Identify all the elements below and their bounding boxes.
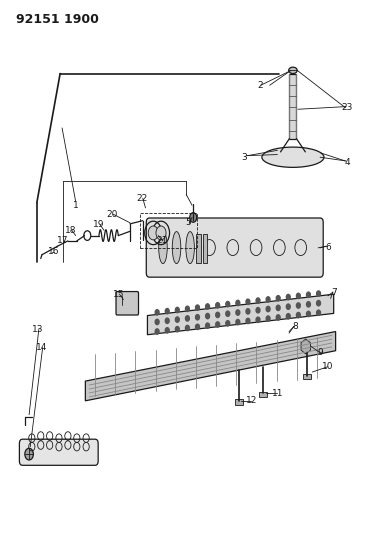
Circle shape bbox=[246, 318, 250, 324]
Text: 10: 10 bbox=[322, 362, 334, 371]
Circle shape bbox=[286, 294, 290, 300]
Circle shape bbox=[155, 329, 159, 334]
Text: 16: 16 bbox=[48, 247, 59, 256]
Circle shape bbox=[185, 316, 189, 321]
Circle shape bbox=[216, 322, 220, 327]
Circle shape bbox=[236, 300, 240, 305]
Text: 7: 7 bbox=[331, 288, 336, 296]
Circle shape bbox=[175, 317, 179, 322]
Text: 17: 17 bbox=[57, 237, 69, 245]
Circle shape bbox=[226, 302, 230, 307]
Circle shape bbox=[307, 311, 310, 317]
Polygon shape bbox=[85, 332, 336, 401]
Text: 19: 19 bbox=[93, 221, 105, 229]
Bar bbox=[235, 399, 242, 405]
Circle shape bbox=[185, 306, 189, 311]
Circle shape bbox=[196, 324, 199, 329]
Text: 14: 14 bbox=[36, 343, 48, 352]
Ellipse shape bbox=[159, 231, 167, 264]
Circle shape bbox=[196, 314, 199, 320]
Text: 92151 1900: 92151 1900 bbox=[16, 13, 99, 26]
Text: 12: 12 bbox=[246, 397, 257, 405]
Circle shape bbox=[246, 309, 250, 314]
Circle shape bbox=[256, 308, 260, 313]
Circle shape bbox=[165, 309, 169, 314]
Circle shape bbox=[256, 317, 260, 322]
Text: 18: 18 bbox=[65, 226, 76, 235]
Ellipse shape bbox=[289, 67, 297, 74]
Text: 20: 20 bbox=[106, 210, 118, 219]
Circle shape bbox=[165, 328, 169, 333]
Circle shape bbox=[190, 213, 197, 222]
Ellipse shape bbox=[172, 231, 181, 264]
Circle shape bbox=[206, 304, 210, 309]
Polygon shape bbox=[147, 294, 334, 335]
Text: 8: 8 bbox=[292, 322, 298, 330]
Circle shape bbox=[155, 319, 159, 325]
FancyBboxPatch shape bbox=[146, 218, 323, 277]
Text: 3: 3 bbox=[242, 153, 247, 161]
Circle shape bbox=[155, 310, 159, 315]
Bar bbox=[203, 234, 207, 263]
Text: 11: 11 bbox=[272, 389, 283, 398]
Text: 21: 21 bbox=[156, 237, 168, 245]
Circle shape bbox=[296, 303, 300, 308]
Circle shape bbox=[276, 315, 280, 320]
Bar bbox=[196, 234, 201, 263]
Circle shape bbox=[148, 226, 158, 240]
Circle shape bbox=[156, 226, 166, 240]
Circle shape bbox=[236, 319, 240, 325]
Circle shape bbox=[216, 303, 220, 308]
Circle shape bbox=[276, 305, 280, 311]
Text: 6: 6 bbox=[325, 244, 331, 252]
Bar bbox=[259, 392, 267, 397]
Circle shape bbox=[307, 302, 310, 307]
Circle shape bbox=[317, 301, 320, 306]
Circle shape bbox=[286, 304, 290, 309]
Text: 15: 15 bbox=[113, 290, 124, 298]
Text: 2: 2 bbox=[257, 81, 263, 90]
Bar bbox=[303, 374, 311, 379]
Text: 5: 5 bbox=[185, 219, 191, 227]
Circle shape bbox=[256, 298, 260, 303]
Circle shape bbox=[216, 312, 220, 318]
Text: 23: 23 bbox=[341, 103, 353, 112]
Circle shape bbox=[175, 327, 179, 332]
Text: 13: 13 bbox=[32, 325, 44, 334]
Circle shape bbox=[276, 296, 280, 301]
Circle shape bbox=[296, 312, 300, 318]
Text: 22: 22 bbox=[136, 194, 147, 203]
FancyBboxPatch shape bbox=[19, 439, 98, 465]
Circle shape bbox=[165, 318, 169, 324]
Ellipse shape bbox=[262, 147, 324, 167]
Circle shape bbox=[185, 325, 189, 330]
Circle shape bbox=[236, 310, 240, 315]
Circle shape bbox=[266, 306, 270, 312]
Ellipse shape bbox=[186, 231, 194, 264]
Circle shape bbox=[246, 299, 250, 304]
Bar bbox=[289, 74, 296, 139]
Text: 9: 9 bbox=[317, 349, 323, 357]
Circle shape bbox=[226, 311, 230, 317]
Circle shape bbox=[175, 308, 179, 313]
Circle shape bbox=[266, 316, 270, 321]
Circle shape bbox=[25, 448, 33, 460]
Circle shape bbox=[266, 297, 270, 302]
Circle shape bbox=[206, 313, 210, 319]
Circle shape bbox=[307, 292, 310, 297]
Circle shape bbox=[286, 313, 290, 319]
Circle shape bbox=[296, 293, 300, 298]
Circle shape bbox=[317, 291, 320, 296]
Circle shape bbox=[196, 305, 199, 310]
Text: 4: 4 bbox=[345, 158, 350, 167]
Circle shape bbox=[317, 310, 320, 316]
Circle shape bbox=[226, 321, 230, 326]
Polygon shape bbox=[301, 339, 310, 354]
Text: 1: 1 bbox=[73, 201, 78, 209]
FancyBboxPatch shape bbox=[116, 292, 139, 315]
Circle shape bbox=[206, 323, 210, 328]
